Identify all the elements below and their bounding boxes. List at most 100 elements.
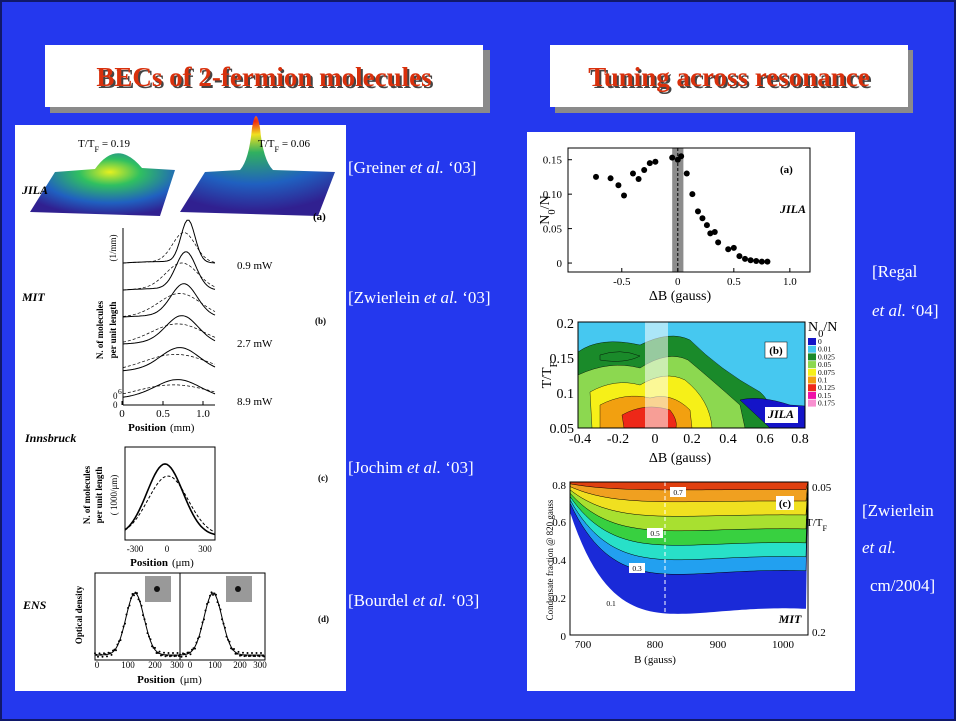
data-point <box>641 167 647 173</box>
axis-label: Position <box>128 422 166 434</box>
panel-label: (b) <box>769 345 783 357</box>
slide: BECs of 2-fermion molecules Tuning acros… <box>0 0 956 721</box>
citation: [Jochim et al. ‘03] <box>348 458 474 478</box>
power-label: 2.7 mW <box>237 338 273 350</box>
legend-label: 0.175 <box>818 399 835 408</box>
x-tick-label: 300 <box>253 660 267 670</box>
data-dot <box>251 652 253 654</box>
y-tick-label: 0.1 <box>557 387 575 402</box>
data-dot <box>238 651 240 653</box>
group-label: JILA <box>21 183 48 197</box>
data-dot <box>212 594 214 596</box>
data-point <box>593 174 599 180</box>
data-point <box>748 257 754 263</box>
x-tick-label: -300 <box>127 544 144 554</box>
y-tick-label: 0 <box>113 400 118 410</box>
axis-label: B (gauss) <box>634 654 676 666</box>
citation: et al. ‘04] <box>872 301 939 321</box>
citation: [Greiner et al. ‘03] <box>348 158 476 178</box>
x-tick-label: -0.4 <box>569 432 591 447</box>
citation: [Zwierlein <box>862 501 934 521</box>
data-point <box>615 182 621 188</box>
y-tick-label: 0.15 <box>543 155 563 167</box>
x-tick-label: 0.2 <box>683 432 701 447</box>
data-dot <box>159 651 161 653</box>
data-point <box>636 176 642 182</box>
axis-label: ΔB (gauss) <box>649 289 712 304</box>
citation: [Regal <box>872 262 917 282</box>
data-dot <box>177 652 179 654</box>
data-dot <box>106 655 108 657</box>
data-dot <box>97 656 99 658</box>
x-tick-label: -0.2 <box>607 432 629 447</box>
text-part: T/T <box>78 138 95 150</box>
x-tick-label: 1.0 <box>196 408 210 420</box>
data-dot <box>181 656 183 658</box>
data-point <box>684 170 690 176</box>
legend-swatch <box>808 361 816 368</box>
data-point <box>753 258 759 264</box>
data-dot <box>185 655 187 657</box>
axis-label: (1/mm) <box>108 235 118 262</box>
data-dot <box>172 652 174 654</box>
group-label: JILA <box>767 407 794 421</box>
data-point <box>704 222 710 228</box>
citation: cm/2004] <box>870 576 935 596</box>
legend-swatch <box>808 346 816 353</box>
data-point <box>678 153 684 159</box>
text-part: F <box>823 524 828 533</box>
x-tick-label: 0.8 <box>791 432 809 447</box>
legend-swatch <box>808 353 816 360</box>
citation: [Zwierlein et al. ‘03] <box>348 288 491 308</box>
data-point <box>715 239 721 245</box>
contour-label: 0.3 <box>632 564 642 573</box>
inset-spot <box>154 586 160 592</box>
data-point <box>759 259 765 265</box>
x-tick-label: 800 <box>647 639 664 651</box>
legend-swatch <box>808 400 816 407</box>
axis-label: per unit length <box>94 467 104 524</box>
x-tick-label: 300 <box>198 544 212 554</box>
axis-label: N. of molecules <box>95 300 105 359</box>
text-part: F <box>549 361 560 367</box>
data-point <box>695 208 701 214</box>
text-part: N <box>808 320 818 335</box>
x-tick-label: 900 <box>710 639 727 651</box>
x-tick-label: 200 <box>148 660 162 670</box>
x-tick-label: 0 <box>652 432 659 447</box>
legend-swatch <box>808 377 816 384</box>
x-tick-label: 0 <box>675 276 681 288</box>
x-tick-label: 700 <box>575 639 592 651</box>
y-tick-label: 0.2 <box>812 627 826 639</box>
data-dot <box>94 652 96 654</box>
contour-label: 0.1 <box>606 599 616 608</box>
group-label: JILA <box>779 202 806 216</box>
data-point <box>652 159 658 165</box>
x-tick-label: 1000 <box>772 639 795 651</box>
data-point <box>608 175 614 181</box>
citation: et al. <box>862 538 896 558</box>
text-part: N <box>538 215 553 225</box>
x-tick-label: 0 <box>165 544 170 554</box>
data-point <box>621 193 627 199</box>
data-point <box>736 253 742 259</box>
axis-label: Position <box>130 557 168 569</box>
x-tick-label: 100 <box>208 660 222 670</box>
text-part: /N <box>538 195 553 209</box>
axis-label: ΔB (gauss) <box>649 451 712 466</box>
title: BECs of 2-fermion molecules <box>96 62 431 92</box>
x-tick-label: 1.0 <box>783 276 797 288</box>
text-part: T/T <box>806 517 823 529</box>
inset-spot <box>235 586 241 592</box>
data-point <box>764 259 770 265</box>
shaded-band <box>645 322 668 428</box>
citation: [Bourdel et al. ‘03] <box>348 591 479 611</box>
x-tick-label: 0 <box>119 408 125 420</box>
data-dot <box>111 654 113 656</box>
data-dot <box>242 652 244 654</box>
panel-label: (d) <box>318 614 329 624</box>
x-tick-label: 0.6 <box>756 432 774 447</box>
power-label: 0.9 mW <box>237 260 273 272</box>
axis-label: (μm) <box>172 557 194 569</box>
x-tick-label: 0 <box>95 660 100 670</box>
